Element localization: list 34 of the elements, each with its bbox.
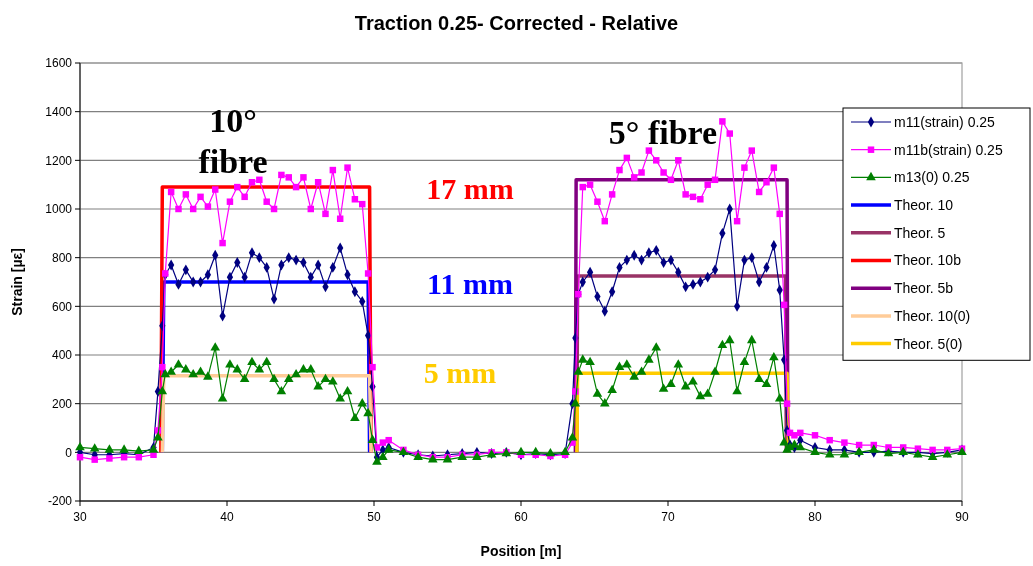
x-tick-label: 30 — [73, 510, 87, 524]
y-tick-label: 1600 — [45, 56, 73, 71]
x-tick-label: 40 — [220, 510, 234, 524]
annotation: 11 mm — [427, 266, 513, 300]
legend-label: Theor. 10b — [894, 252, 962, 269]
legend-label: m11(strain) 0.25 — [894, 113, 996, 130]
chart-title: Traction 0.25- Corrected - Relative — [354, 12, 679, 34]
x-axis-title: Position [m] — [480, 543, 562, 559]
legend-label: Theor. 5b — [894, 280, 954, 297]
y-tick-label: 1000 — [45, 202, 73, 217]
legend-label: m11b(strain) 0.25 — [894, 141, 1003, 158]
y-tick-label: 1400 — [45, 104, 73, 119]
y-tick-label: 600 — [51, 299, 73, 314]
legend-label: Theor. 5(0) — [894, 335, 963, 352]
y-tick-label: 200 — [51, 396, 73, 411]
annotation: 10° fibre — [198, 101, 268, 180]
x-tick-label: 50 — [367, 510, 381, 524]
y-tick-label: 400 — [51, 348, 73, 363]
annotation: 5 mm — [423, 355, 497, 389]
annotation: 17 mm — [426, 171, 514, 205]
y-tick-label: -200 — [47, 494, 73, 509]
y-tick-label: 0 — [65, 445, 73, 460]
x-tick-label: 70 — [661, 510, 675, 524]
legend-label: Theor. 10(0) — [894, 307, 971, 324]
legend-label: Theor. 5 — [894, 224, 946, 241]
legend-label: Theor. 10 — [894, 197, 954, 213]
x-tick-label: 90 — [955, 510, 969, 524]
x-tick-label: 80 — [808, 510, 822, 524]
y-tick-label: 1200 — [45, 153, 73, 168]
y-tick-label: 800 — [51, 250, 73, 265]
y-axis-title: Strain [µε] — [9, 248, 25, 316]
x-tick-label: 60 — [514, 510, 528, 524]
annotation: 5° fibre — [608, 113, 718, 151]
legend-label: m13(0) 0.25 — [894, 169, 970, 186]
